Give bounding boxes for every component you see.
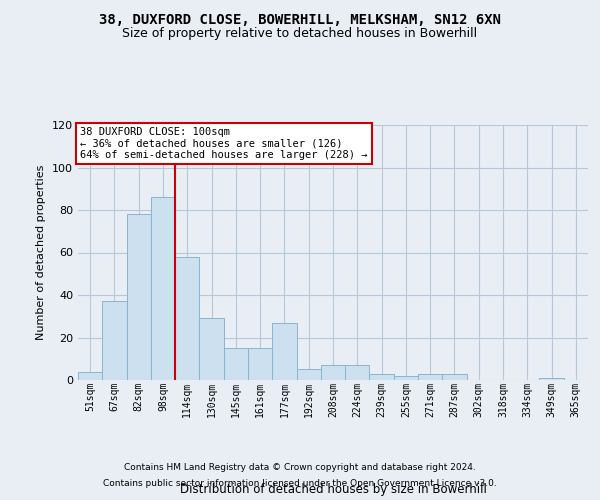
Text: 38, DUXFORD CLOSE, BOWERHILL, MELKSHAM, SN12 6XN: 38, DUXFORD CLOSE, BOWERHILL, MELKSHAM, … <box>99 12 501 26</box>
Bar <box>296 370 321 380</box>
Text: Size of property relative to detached houses in Bowerhill: Size of property relative to detached ho… <box>122 28 478 40</box>
Bar <box>321 365 345 380</box>
Text: Contains public sector information licensed under the Open Government Licence v3: Contains public sector information licen… <box>103 478 497 488</box>
Bar <box>102 302 127 380</box>
Bar <box>345 365 370 380</box>
Bar <box>248 348 272 380</box>
Bar <box>539 378 564 380</box>
Bar <box>442 374 467 380</box>
Text: Contains HM Land Registry data © Crown copyright and database right 2024.: Contains HM Land Registry data © Crown c… <box>124 464 476 472</box>
Y-axis label: Number of detached properties: Number of detached properties <box>37 165 46 340</box>
Bar <box>394 376 418 380</box>
Bar <box>151 197 175 380</box>
X-axis label: Distribution of detached houses by size in Bowerhill: Distribution of detached houses by size … <box>179 484 487 496</box>
Bar <box>78 372 102 380</box>
Bar <box>224 348 248 380</box>
Bar <box>272 322 296 380</box>
Bar <box>127 214 151 380</box>
Bar <box>175 257 199 380</box>
Text: 38 DUXFORD CLOSE: 100sqm
← 36% of detached houses are smaller (126)
64% of semi-: 38 DUXFORD CLOSE: 100sqm ← 36% of detach… <box>80 127 368 160</box>
Bar <box>370 374 394 380</box>
Bar <box>418 374 442 380</box>
Bar <box>199 318 224 380</box>
